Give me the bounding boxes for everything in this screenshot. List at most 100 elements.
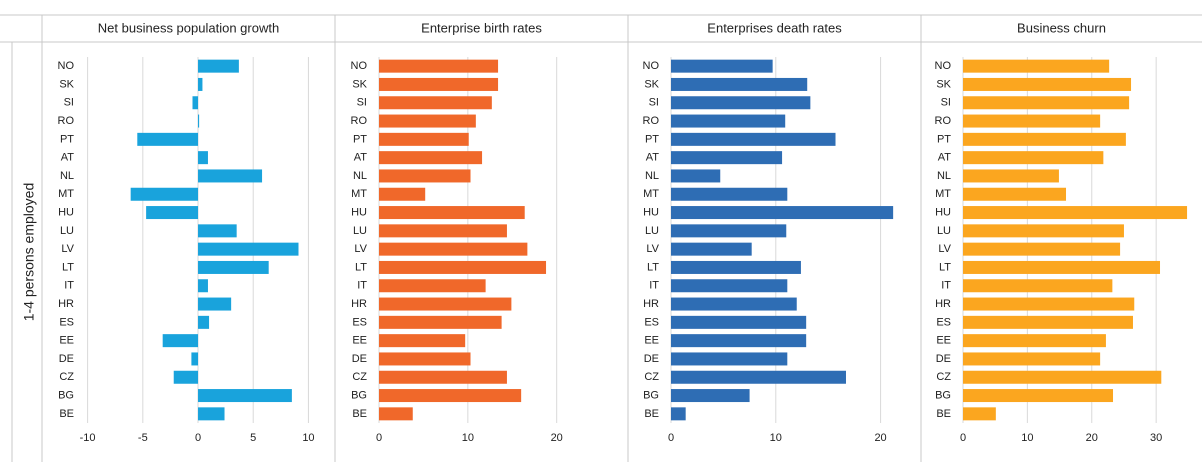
bar [671, 370, 846, 384]
category-label: IT [357, 280, 367, 292]
bar [963, 114, 1101, 128]
category-label: BE [352, 408, 367, 420]
bar [379, 297, 512, 311]
x-tick-label: 20 [551, 432, 563, 444]
bar [671, 242, 752, 256]
category-label: EE [644, 335, 659, 347]
category-label: IT [649, 280, 659, 292]
category-label: HR [58, 298, 74, 310]
bar [671, 132, 836, 146]
bar [379, 206, 525, 220]
bar [671, 352, 788, 366]
bar [963, 370, 1162, 384]
bar [963, 352, 1101, 366]
bar [198, 224, 237, 238]
bar [379, 260, 547, 274]
x-tick-label: 0 [960, 432, 966, 444]
bar [191, 352, 199, 366]
category-label: ES [644, 316, 659, 328]
category-label: SI [649, 97, 659, 109]
bar [379, 132, 469, 146]
bar [379, 242, 528, 256]
category-label: NO [351, 60, 368, 72]
bar [192, 96, 199, 110]
category-label: DE [59, 353, 74, 365]
bar [379, 77, 499, 91]
category-label: RO [351, 115, 368, 127]
category-label: LU [353, 225, 367, 237]
category-label: HR [351, 298, 367, 310]
category-label: DE [936, 353, 951, 365]
category-label: NL [60, 170, 74, 182]
bar [963, 169, 1059, 183]
category-label: PT [645, 133, 659, 145]
category-label: HU [351, 206, 367, 218]
bar [963, 407, 996, 421]
panel-title: Enterprises death rates [707, 20, 842, 35]
bar [379, 169, 471, 183]
category-label: BG [58, 389, 74, 401]
x-tick-label: 0 [376, 432, 382, 444]
x-tick-label: 30 [1150, 432, 1162, 444]
bar [671, 389, 750, 403]
x-tick-label: 0 [195, 432, 201, 444]
bar [146, 206, 199, 220]
bar [671, 96, 811, 110]
category-label: NL [353, 170, 367, 182]
x-tick-label: 0 [668, 432, 674, 444]
bar [198, 389, 292, 403]
row-label: 1-4 persons employed [21, 183, 37, 322]
category-label: AT [646, 152, 660, 164]
bar [963, 206, 1188, 220]
bar [671, 224, 787, 238]
category-label: DE [352, 353, 367, 365]
category-label: BG [935, 389, 951, 401]
bar [963, 59, 1110, 73]
category-label: MT [643, 188, 659, 200]
category-label: RO [935, 115, 952, 127]
bar [198, 59, 239, 73]
category-label: CZ [936, 371, 951, 383]
category-label: RO [58, 115, 75, 127]
category-label: CZ [644, 371, 659, 383]
bar [963, 389, 1114, 403]
category-label: SK [352, 78, 367, 90]
category-label: SK [644, 78, 659, 90]
category-label: CZ [59, 371, 74, 383]
bar [963, 151, 1104, 165]
category-label: HU [58, 206, 74, 218]
panel-title: Net business population growth [98, 20, 279, 35]
category-label: LU [645, 225, 659, 237]
bar [963, 224, 1124, 238]
bar [671, 151, 783, 165]
category-label: IT [941, 280, 951, 292]
bar [379, 59, 499, 73]
bar [963, 242, 1121, 256]
bar [198, 169, 263, 183]
bar [198, 77, 203, 91]
bar [198, 151, 208, 165]
bar [198, 242, 299, 256]
category-label: SI [941, 97, 951, 109]
category-label: LT [939, 261, 951, 273]
category-label: PT [60, 133, 74, 145]
bar [963, 132, 1126, 146]
category-label: LU [937, 225, 951, 237]
bar [130, 187, 199, 201]
category-label: MT [58, 188, 74, 200]
x-tick-label: -5 [138, 432, 148, 444]
bar [198, 407, 225, 421]
bar [963, 96, 1130, 110]
category-label: BG [643, 389, 659, 401]
x-tick-label: 20 [874, 432, 886, 444]
category-label: SK [59, 78, 74, 90]
category-label: EE [59, 335, 74, 347]
panel-title: Enterprise birth rates [421, 20, 542, 35]
category-label: SI [357, 97, 367, 109]
x-tick-label: 5 [250, 432, 256, 444]
bar [379, 114, 476, 128]
bar [162, 334, 199, 348]
bar [671, 59, 773, 73]
category-label: AT [354, 152, 368, 164]
category-label: PT [353, 133, 367, 145]
